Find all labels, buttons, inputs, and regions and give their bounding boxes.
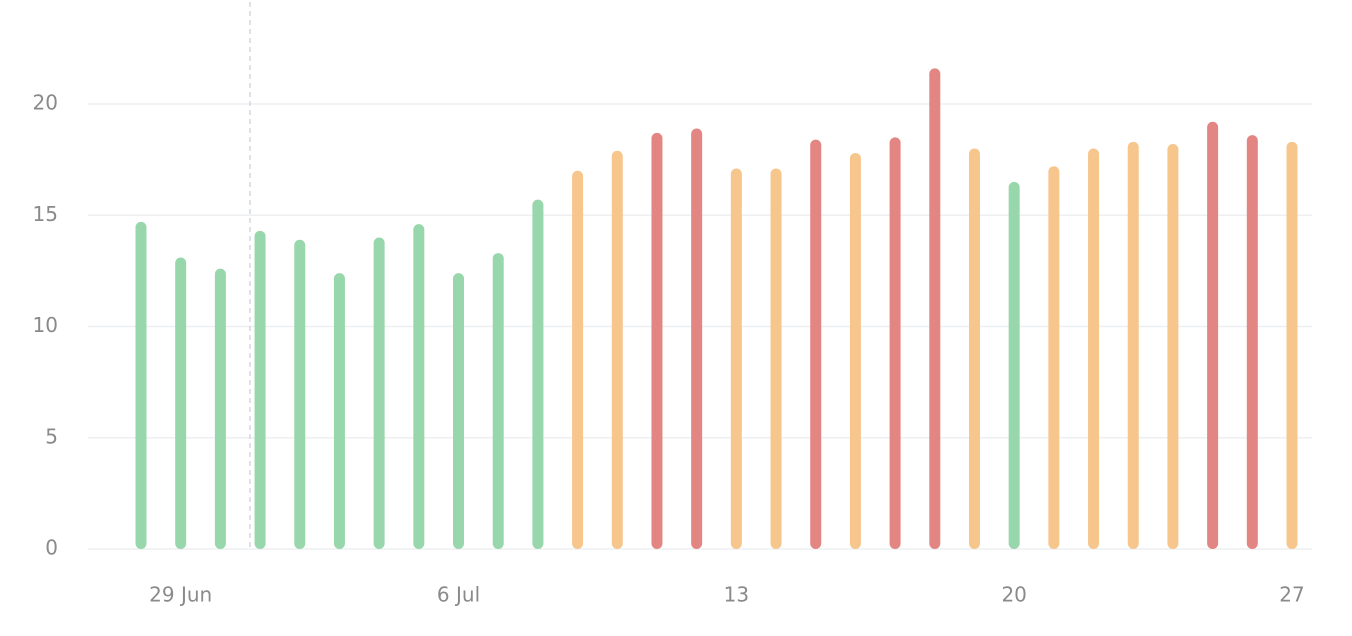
x-tick-label: 27 xyxy=(1279,583,1304,607)
y-tick-label: 10 xyxy=(33,313,58,337)
bar xyxy=(532,199,544,550)
bar xyxy=(691,128,703,549)
bar xyxy=(413,224,425,549)
bar xyxy=(651,132,663,550)
bar xyxy=(453,273,465,549)
bar xyxy=(889,137,901,549)
bar xyxy=(770,168,782,549)
x-tick-label: 29 Jun xyxy=(149,583,212,607)
x-tick-label: 20 xyxy=(1001,583,1026,607)
bar xyxy=(572,170,584,549)
x-tick-label: 13 xyxy=(724,583,749,607)
bar xyxy=(1207,121,1219,550)
bar xyxy=(1167,144,1179,550)
y-tick-label: 20 xyxy=(33,91,58,115)
bar xyxy=(1048,166,1060,550)
bar xyxy=(214,268,226,549)
bar xyxy=(492,253,504,549)
bar xyxy=(1286,141,1298,549)
y-tick-label: 0 xyxy=(45,536,58,560)
bar xyxy=(333,273,345,549)
bar xyxy=(968,148,980,549)
bar xyxy=(1008,181,1020,549)
bar xyxy=(611,150,623,549)
bar xyxy=(849,152,861,549)
bar xyxy=(175,257,187,549)
bar xyxy=(1127,141,1139,549)
bar xyxy=(730,168,742,549)
bar xyxy=(135,221,147,550)
bar xyxy=(254,230,266,549)
y-tick-label: 5 xyxy=(45,424,58,448)
bar xyxy=(1088,148,1100,549)
x-tick-label: 6 Jul xyxy=(437,583,480,607)
bar xyxy=(373,237,385,549)
bar xyxy=(810,139,822,549)
bar xyxy=(929,68,941,550)
bar xyxy=(294,239,306,549)
y-tick-label: 15 xyxy=(33,202,58,226)
bar xyxy=(1246,135,1258,549)
